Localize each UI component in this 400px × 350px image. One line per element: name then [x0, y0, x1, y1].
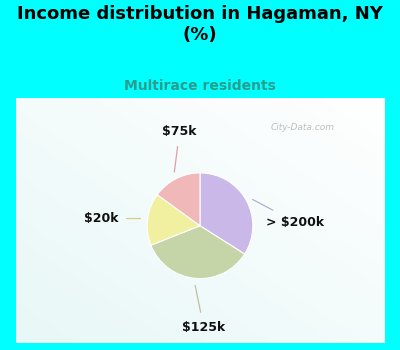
Wedge shape [151, 226, 245, 279]
Wedge shape [147, 195, 200, 245]
Text: > $200k: > $200k [253, 199, 324, 229]
Wedge shape [157, 173, 200, 226]
Text: $75k: $75k [162, 125, 197, 172]
Text: $125k: $125k [182, 286, 225, 334]
Wedge shape [200, 173, 253, 254]
Text: Multirace residents: Multirace residents [124, 79, 276, 93]
Text: City-Data.com: City-Data.com [271, 123, 335, 132]
Text: $20k: $20k [84, 212, 140, 225]
Text: Income distribution in Hagaman, NY
(%): Income distribution in Hagaman, NY (%) [17, 5, 383, 44]
